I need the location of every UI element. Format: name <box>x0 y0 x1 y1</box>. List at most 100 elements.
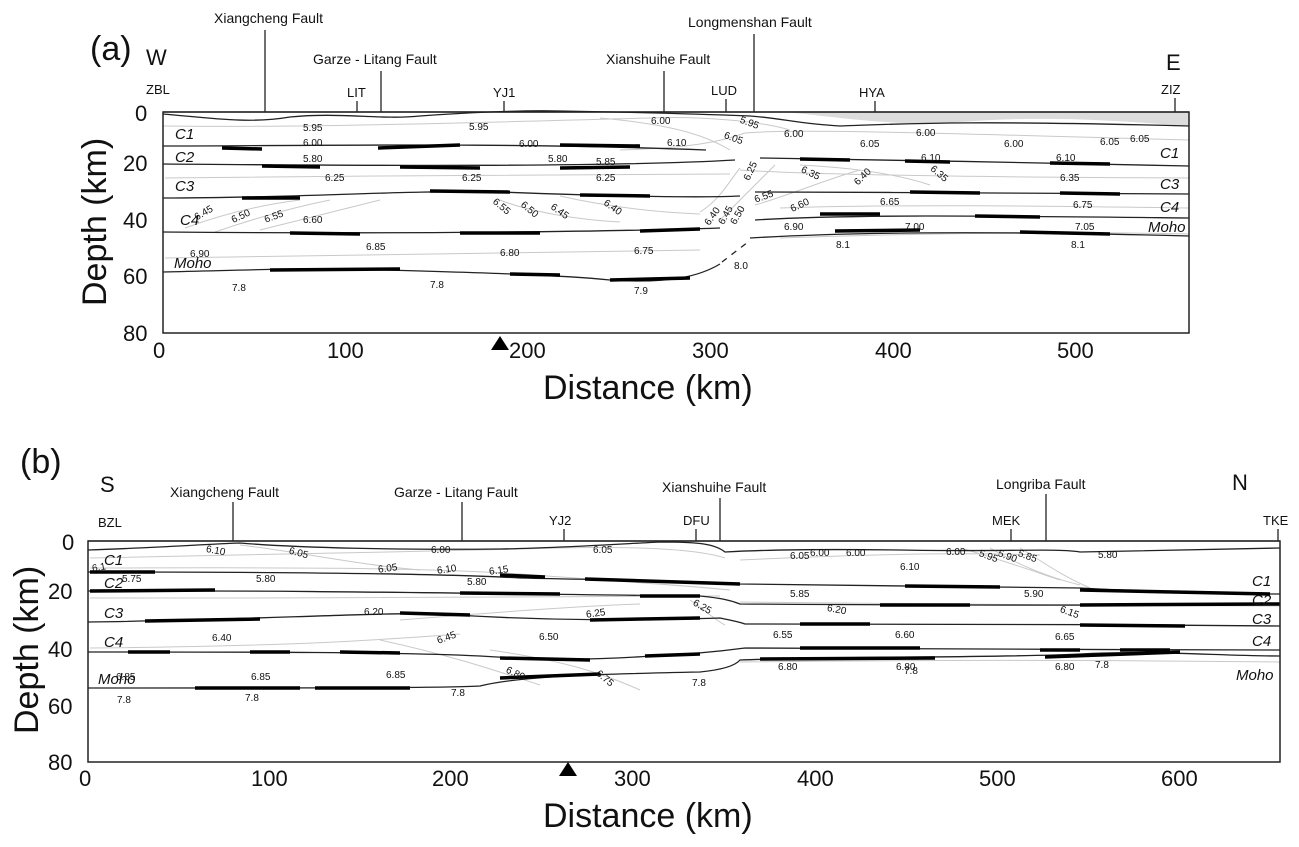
velocity-label: 6.25 <box>462 173 482 184</box>
velocity-label: 6.40 <box>601 198 624 218</box>
panel-b-faults: Xiangcheng Fault Garze - Litang Fault Xi… <box>170 476 1086 541</box>
velocity-label: 7.8 <box>904 666 918 677</box>
moho-gap <box>721 241 749 263</box>
fault-label: Garze - Litang Fault <box>313 51 437 67</box>
velocity-label: 6.90 <box>190 249 210 260</box>
x-tick-label: 100 <box>327 338 364 363</box>
velocity-label: 6.10 <box>900 562 920 573</box>
velocity-label: 5.85 <box>790 589 810 600</box>
constrained-segment <box>834 228 921 233</box>
panel-a-y-axis: 0 20 40 60 80 Depth (km) <box>76 101 147 346</box>
velocity-label: 5.95 <box>469 122 489 133</box>
layer-label: C4 <box>1160 199 1179 216</box>
velocity-label: 6.25 <box>325 173 345 184</box>
panel-b-label: (b) <box>20 443 62 481</box>
x-tick-label: 300 <box>614 766 651 791</box>
velocity-label: 6.1 <box>91 561 107 574</box>
velocity-label: 5.75 <box>122 574 142 585</box>
panel-b-y-axis-title: Depth (km) <box>8 566 46 734</box>
fault-label: Xianshuihe Fault <box>662 479 766 495</box>
velocity-label: 6.65 <box>880 197 900 208</box>
velocity-label: 7.8 <box>451 688 465 699</box>
velocity-label: 6.45 <box>193 204 216 223</box>
velocity-contour <box>799 164 931 186</box>
panel-a-frame <box>162 111 1190 334</box>
x-tick-label: 0 <box>79 766 91 791</box>
constrained-segment <box>459 591 561 596</box>
panel-a-contours <box>162 117 1190 259</box>
x-tick-label: 500 <box>1057 338 1094 363</box>
panel-b-frame <box>87 540 1281 763</box>
y-tick-label: 0 <box>62 530 74 555</box>
velocity-contour <box>164 249 701 259</box>
velocity-contour <box>699 167 741 213</box>
panel-b-thick-segments <box>89 570 1281 690</box>
velocity-label: 7.8 <box>692 678 706 689</box>
station-label: TKE <box>1263 513 1289 528</box>
panel-a-x-axis-title: Distance (km) <box>543 369 753 407</box>
velocity-label: 6.25 <box>596 173 616 184</box>
constrained-segment <box>909 190 981 195</box>
velocity-contour <box>689 599 726 626</box>
panel-b-layer-labels: C1 C2 C3 C4 Moho C1 C2 C3 C4 Moho <box>98 552 1274 688</box>
velocity-contour <box>489 649 641 691</box>
panel-a-stations: ZBL LIT YJ1 LUD HYA ZIZ <box>146 82 1181 112</box>
y-tick-label: 40 <box>48 637 72 662</box>
y-tick-label: 60 <box>123 264 147 289</box>
velocity-label: 6.05 <box>1100 137 1120 148</box>
c2-c3-boundary <box>87 590 1281 606</box>
layer-label: C2 <box>1252 592 1272 609</box>
constrained-segment <box>639 227 701 233</box>
velocity-label: 5.95 <box>738 115 760 132</box>
constrained-segment <box>289 231 361 236</box>
panel-a-faults: Xiangcheng Fault Garze - Litang Fault Xi… <box>214 10 812 112</box>
velocity-label: 6.65 <box>1055 632 1075 643</box>
constrained-segment <box>1049 161 1111 166</box>
velocity-contour <box>164 173 731 179</box>
constrained-segment <box>399 611 471 617</box>
velocity-label: 6.90 <box>784 222 804 233</box>
velocity-label: 7.8 <box>232 283 246 294</box>
constrained-segment <box>1044 650 1181 659</box>
velocity-label: 6.75 <box>1073 200 1093 211</box>
velocity-contour <box>499 199 621 223</box>
sediment-fill <box>786 112 1189 126</box>
velocity-contour <box>739 169 1190 179</box>
velocity-contour <box>89 633 461 649</box>
layer-label: C2 <box>104 575 124 592</box>
layer-label: Moho <box>174 255 212 272</box>
velocity-contour <box>162 117 791 131</box>
constrained-segment <box>644 652 701 658</box>
velocity-contour <box>619 130 1190 151</box>
fault-label: Garze - Litang Fault <box>394 484 518 500</box>
velocity-label: 5.80 <box>1098 550 1118 561</box>
velocity-contour <box>779 205 1190 209</box>
velocity-label: 6.80 <box>500 248 520 259</box>
velocity-label: 6.80 <box>1055 662 1075 673</box>
velocity-label: 7.9 <box>634 286 648 297</box>
velocity-label: 6.05 <box>860 139 880 150</box>
x-tick-label: 400 <box>875 338 912 363</box>
velocity-label: 6.35 <box>1060 173 1080 184</box>
velocity-label: 6.85 <box>366 242 386 253</box>
y-tick-label: 20 <box>123 151 147 176</box>
velocity-label: 6.05 <box>593 545 613 556</box>
layer-label: C1 <box>104 552 123 569</box>
panel-a-x-axis: 0 100 200 300 400 500 Distance (km) <box>153 338 1094 407</box>
y-tick-label: 40 <box>123 208 147 233</box>
station-label: HYA <box>859 85 885 100</box>
y-tick-label: 20 <box>48 579 72 604</box>
station-label: YJ2 <box>549 513 571 528</box>
velocity-label: 5.80 <box>467 577 487 588</box>
layer-label: Moho <box>98 671 136 688</box>
panel-b-location-marker <box>559 762 577 776</box>
constrained-segment <box>509 272 561 277</box>
fault-label: Xiangcheng Fault <box>214 10 323 26</box>
velocity-label: 6.25 <box>691 598 714 617</box>
velocity-label: 7.05 <box>1075 222 1095 233</box>
constrained-segment <box>1079 623 1186 628</box>
velocity-label: 8.1 <box>836 240 850 251</box>
velocity-label: 6.00 <box>784 129 804 140</box>
layer-label: C1 <box>1252 573 1271 590</box>
velocity-label: 8.1 <box>1071 240 1085 251</box>
